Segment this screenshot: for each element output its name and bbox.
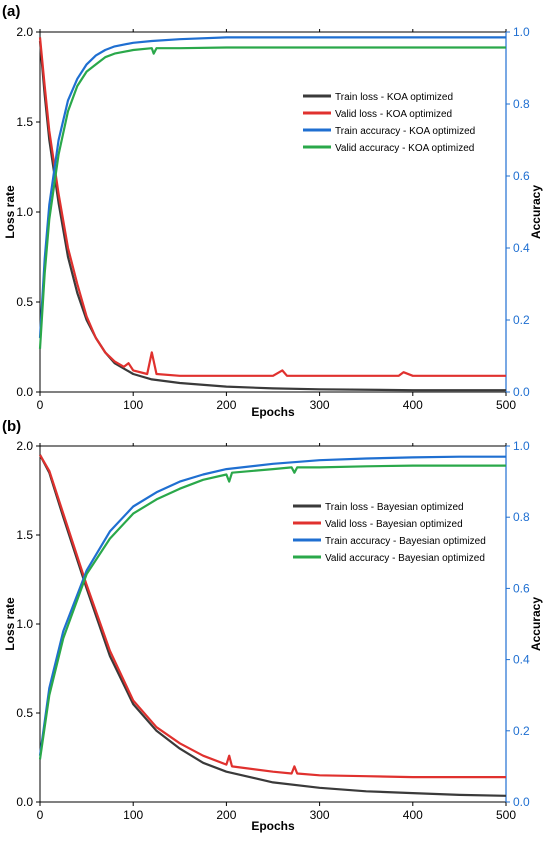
x-tick-label: 400 bbox=[403, 398, 423, 412]
x-axis-title: Epochs bbox=[251, 405, 295, 419]
y-tick-label: 2.0 bbox=[16, 439, 33, 453]
legend: Train loss - Bayesian optimized Valid los… bbox=[293, 502, 486, 564]
x-tick-label: 500 bbox=[496, 398, 516, 412]
series-line-3 bbox=[38, 464, 506, 760]
y-tick-label: 1.5 bbox=[16, 528, 33, 542]
legend-label-3: Valid accuracy - Bayesian optimized bbox=[325, 553, 485, 564]
legend-label-0: Train loss - Bayesian optimized bbox=[325, 502, 464, 513]
legend-label-1: Valid loss - Bayesian optimized bbox=[325, 519, 463, 530]
y-tick-label: 1.5 bbox=[16, 115, 33, 129]
chart-panel-a: (a)0 100 200 300 400 5000.00.51.01.52.00.00.2… bbox=[2, 3, 543, 419]
series-line-1 bbox=[38, 37, 506, 377]
x-tick-label: 100 bbox=[123, 398, 143, 412]
y2-axis-title: Accuracy bbox=[529, 597, 543, 651]
y2-tick-label: 0.2 bbox=[513, 313, 530, 327]
y2-tick-label: 0.0 bbox=[513, 795, 530, 809]
series-line-1 bbox=[39, 454, 506, 779]
y2-tick-label: 1.0 bbox=[513, 25, 530, 39]
series-line-2 bbox=[38, 455, 506, 756]
x-axis-title: Epochs bbox=[251, 819, 295, 833]
x-tick-label: 0 bbox=[37, 398, 44, 412]
legend-label-0: Train loss - KOA optimized bbox=[335, 92, 453, 103]
series-line-3 bbox=[38, 46, 506, 349]
y-tick-label: 0.0 bbox=[16, 385, 33, 399]
series-line-2 bbox=[38, 36, 506, 339]
legend-label-2: Train accuracy - Bayesian optimized bbox=[325, 536, 486, 547]
y2-tick-label: 0.8 bbox=[513, 97, 530, 111]
y-tick-label: 0.0 bbox=[16, 795, 33, 809]
y-tick-label: 2.0 bbox=[16, 25, 33, 39]
y-tick-label: 1.0 bbox=[16, 617, 33, 631]
x-tick-label: 400 bbox=[403, 808, 423, 822]
y2-tick-label: 1.0 bbox=[513, 439, 530, 453]
y2-tick-label: 0.8 bbox=[513, 510, 530, 524]
chart-panel-b: (b)0 100 200 300 400 5000.00.51.01.52.00.00.2… bbox=[2, 418, 543, 833]
x-tick-label: 200 bbox=[216, 398, 236, 412]
y-axis-title: Loss rate bbox=[3, 597, 17, 651]
y2-tick-label: 0.0 bbox=[513, 385, 530, 399]
panel-label: (b) bbox=[2, 418, 21, 435]
x-tick-label: 100 bbox=[123, 808, 143, 822]
legend-label-3: Valid accuracy - KOA optimized bbox=[335, 143, 474, 154]
x-tick-label: 0 bbox=[37, 808, 44, 822]
y-tick-label: 0.5 bbox=[16, 295, 33, 309]
y2-tick-label: 0.4 bbox=[513, 653, 530, 667]
y2-tick-label: 0.4 bbox=[513, 241, 530, 255]
legend-label-2: Train accuracy - KOA optimized bbox=[335, 126, 475, 137]
y-axis-title: Loss rate bbox=[3, 185, 17, 239]
y-tick-label: 0.5 bbox=[16, 706, 33, 720]
x-tick-label: 300 bbox=[310, 398, 330, 412]
x-tick-label: 300 bbox=[310, 808, 330, 822]
series-line-0 bbox=[39, 454, 507, 797]
legend: Train loss - KOA optimized Valid loss - K… bbox=[303, 92, 475, 154]
y2-axis-title: Accuracy bbox=[529, 185, 543, 239]
legend-label-1: Valid loss - KOA optimized bbox=[335, 109, 452, 120]
y-tick-label: 1.0 bbox=[16, 205, 33, 219]
y2-tick-label: 0.2 bbox=[513, 724, 530, 738]
y2-tick-label: 0.6 bbox=[513, 581, 530, 595]
panel-label: (a) bbox=[2, 3, 20, 20]
x-tick-label: 200 bbox=[216, 808, 236, 822]
y2-tick-label: 0.6 bbox=[513, 169, 530, 183]
x-tick-label: 500 bbox=[496, 808, 516, 822]
